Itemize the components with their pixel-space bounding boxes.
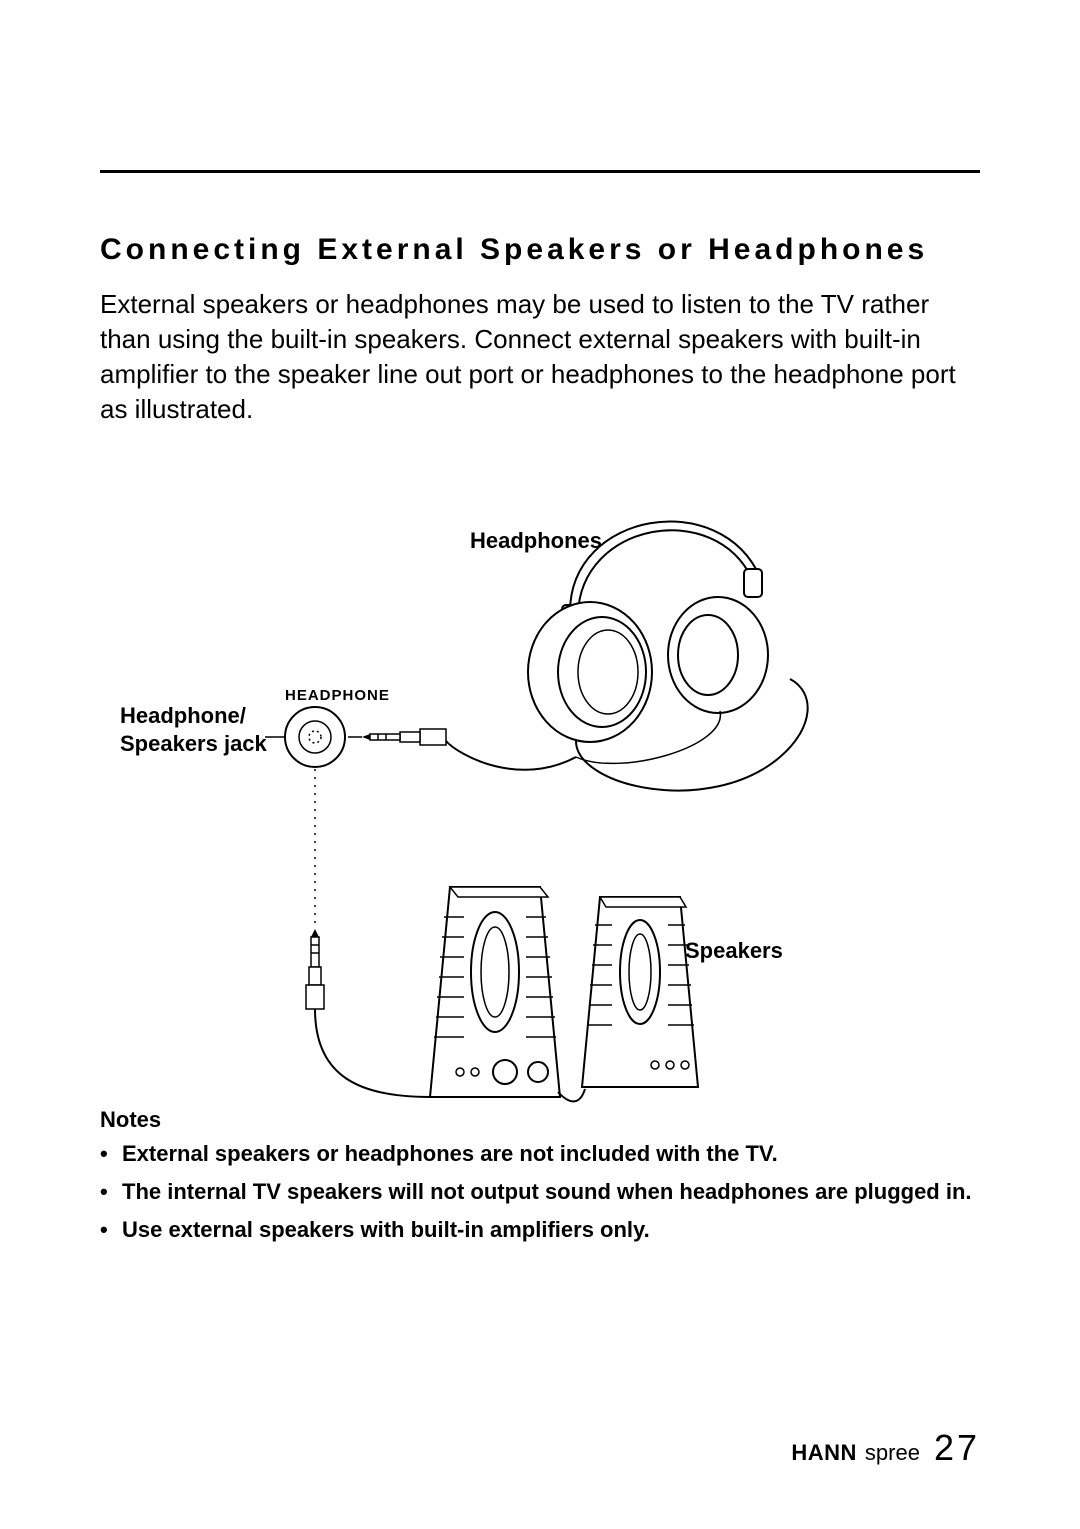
- section-title: Connecting External Speakers or Headphon…: [100, 233, 980, 267]
- connection-diagram: Headphones Headphone/ Speakers jack HEAD…: [100, 457, 980, 1107]
- page-footer: HANN spree 27: [791, 1427, 980, 1469]
- note-item: Use external speakers with built-in ampl…: [122, 1215, 980, 1245]
- headphones-icon: [528, 522, 768, 743]
- page-number: 27: [934, 1427, 980, 1469]
- speakers-icon: [430, 887, 698, 1101]
- note-item: External speakers or headphones are not …: [122, 1139, 980, 1169]
- top-rule: [100, 170, 980, 173]
- diagram-svg: [100, 457, 980, 1107]
- notes-list: External speakers or headphones are not …: [100, 1139, 980, 1244]
- section-body: External speakers or headphones may be u…: [100, 287, 980, 427]
- notes-heading: Notes: [100, 1107, 980, 1133]
- notes-section: Notes External speakers or headphones ar…: [100, 1107, 980, 1244]
- jack-icon: [285, 707, 345, 767]
- audio-plug-speaker: [306, 929, 324, 1009]
- audio-plug-headphone: [348, 729, 446, 745]
- note-item: The internal TV speakers will not output…: [122, 1177, 980, 1207]
- manual-page: Connecting External Speakers or Headphon…: [0, 0, 1080, 1529]
- brand-light: spree: [865, 1440, 920, 1466]
- brand-bold: HANN: [791, 1440, 857, 1466]
